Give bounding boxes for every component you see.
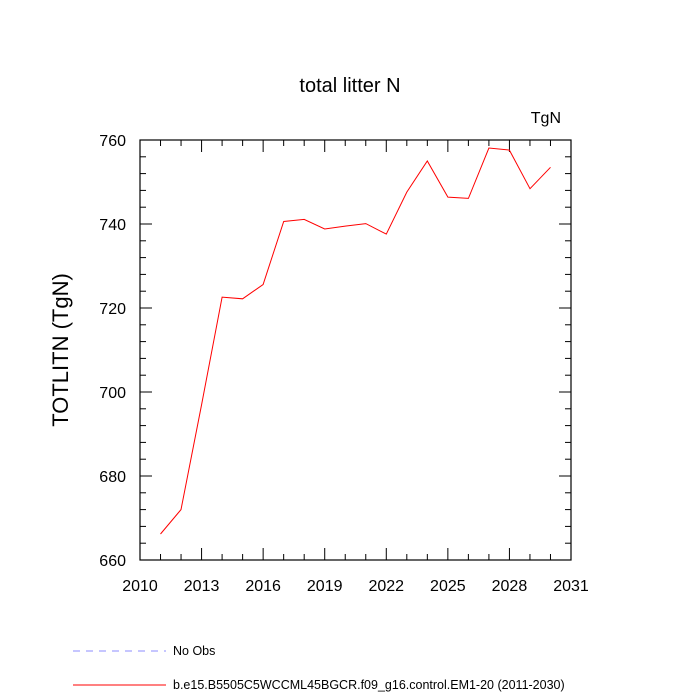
- x-tick-label: 2025: [430, 578, 466, 595]
- plot-area: 2010 2013 2016 2019 2022 2025 2028 2031 660 680 70…: [99, 133, 589, 595]
- x-tick-label: 2028: [492, 578, 528, 595]
- plot-frame: [139, 139, 572, 561]
- units-label: TgN: [531, 110, 561, 127]
- y-tick-label: 720: [99, 301, 126, 318]
- legend-label-1: No Obs: [173, 644, 215, 658]
- y-tick-label: 740: [99, 217, 126, 234]
- x-tick-label: 2010: [122, 578, 158, 595]
- x-tick-label: 2019: [307, 578, 343, 595]
- x-tick-label: 2022: [368, 578, 404, 595]
- x-tick-label: 2016: [245, 578, 281, 595]
- y-tick-label: 700: [99, 385, 126, 402]
- x-tick-label: 2031: [553, 578, 589, 595]
- y-tick-label: 660: [99, 553, 126, 570]
- chart-title: total litter N: [299, 75, 400, 97]
- y-axis-label: TOTLITN (TgN): [48, 273, 73, 427]
- legend-label-2: b.e15.B5505C5WCCML45BGCR.f09_g16.control…: [173, 678, 565, 692]
- series-line: [160, 147, 551, 535]
- y-tick-label: 760: [99, 133, 126, 150]
- y-tick-label: 680: [99, 469, 126, 486]
- legend: No Obs b.e15.B5505C5WCCML45BGCR.f09_g16.c…: [73, 644, 565, 692]
- x-tick-label: 2013: [184, 578, 220, 595]
